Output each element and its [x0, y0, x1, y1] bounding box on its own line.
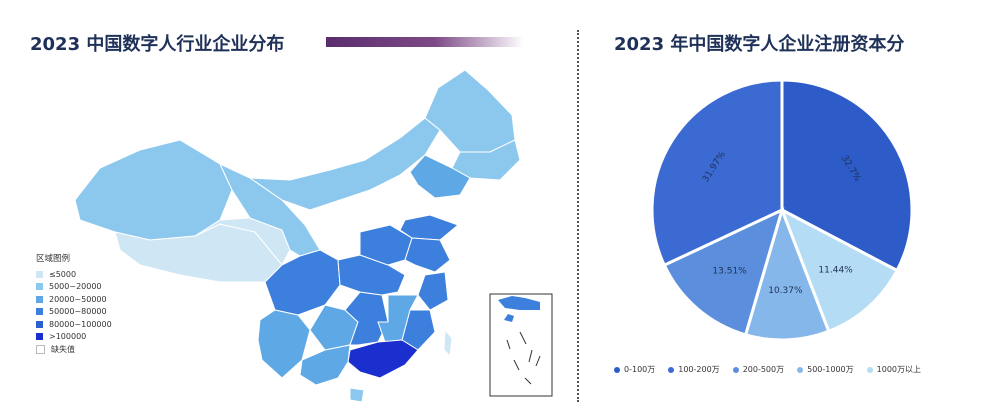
- china-map-svg: [74, 69, 553, 403]
- legend-item: 5000~20000: [36, 281, 112, 294]
- legend-item: 缺失值: [36, 343, 112, 356]
- panel-divider: [577, 30, 579, 402]
- legend-title: 区域图例: [36, 254, 71, 264]
- pie-slice: [662, 207, 785, 337]
- legend-item: 50000~80000: [36, 306, 112, 319]
- pie-slice: [650, 78, 784, 268]
- legend-swatch: [36, 344, 45, 354]
- map-region: [248, 117, 441, 211]
- inset-frame: [489, 293, 553, 397]
- pie-legend-dot: [732, 366, 739, 373]
- south-sea-inset: [489, 293, 553, 397]
- pie-title: 2023 年中国数字人企业注册资本分: [614, 34, 905, 55]
- pie-legend-item: 500-1000万: [797, 364, 854, 375]
- pie-legend-label: 1000万以上: [876, 365, 921, 374]
- legend-swatch: [36, 270, 43, 278]
- pie-legend-item: 0-100万: [614, 364, 655, 375]
- pie-legend-dot: [668, 366, 675, 373]
- map-region: [347, 339, 419, 379]
- pie-data-label: 11.44%: [818, 266, 853, 276]
- legend-label: 80000~100000: [49, 319, 112, 329]
- map-region: [417, 271, 449, 311]
- pie-legend-label: 200-500万: [742, 365, 785, 374]
- legend-label: 5000~20000: [49, 282, 102, 292]
- map-region: [443, 328, 453, 358]
- pie-slice: [743, 205, 831, 342]
- pie-legend-dot: [614, 366, 620, 373]
- map-region: [74, 139, 233, 241]
- pie-legend-item: 200-500万: [732, 364, 785, 375]
- map-legend: 区域图例 ≤5000 5000~20000 20000~50000 50000~…: [36, 252, 112, 356]
- pie-data-label: 13.51%: [712, 267, 747, 277]
- legend-label: >100000: [49, 332, 87, 342]
- legend-label: 50000~80000: [49, 307, 107, 317]
- map-region: [424, 69, 516, 153]
- map-region: [409, 154, 471, 199]
- map-title: 2023 中国数字人行业企业分布: [30, 34, 285, 55]
- pie-legend-label: 0-100万: [624, 365, 656, 374]
- legend-item: 80000~100000: [36, 318, 112, 331]
- legend-item: 20000~50000: [36, 293, 112, 306]
- pie-svg: 32.7%11.44%10.37%13.51%31.97%: [650, 78, 914, 342]
- map-region: [299, 344, 351, 386]
- china-map: [20, 60, 560, 405]
- legend-swatch: [36, 320, 43, 328]
- legend-swatch: [36, 295, 43, 303]
- pie-legend-item: 100-200万: [668, 364, 720, 375]
- pie-legend-item: 1000万以上: [866, 364, 921, 375]
- legend-swatch: [36, 283, 43, 291]
- map-regions: [74, 69, 521, 403]
- map-region: [349, 387, 365, 403]
- legend-label: 缺失值: [51, 344, 75, 354]
- pie-legend-label: 500-1000万: [807, 365, 854, 374]
- pie-legend-dot: [797, 366, 804, 373]
- legend-item: ≤5000: [36, 268, 112, 281]
- title-accent-bar: [326, 37, 524, 47]
- legend-label: ≤5000: [49, 269, 77, 279]
- pie-slice: [780, 78, 914, 273]
- legend-swatch: [36, 308, 43, 316]
- pie-slice: [779, 206, 900, 334]
- legend-item: >100000: [36, 331, 112, 344]
- pie-legend-label: 100-200万: [678, 365, 720, 374]
- legend-label: 20000~50000: [49, 294, 107, 304]
- pie-data-label: 10.37%: [768, 286, 803, 296]
- map-region: [404, 237, 451, 273]
- pie-legend-dot: [866, 366, 873, 373]
- map-region: [399, 214, 459, 241]
- inset-island: [504, 314, 514, 322]
- inset-coast: [498, 296, 540, 310]
- inset-boundary-lines: [506, 331, 541, 385]
- legend-swatch: [36, 333, 43, 341]
- pie-chart: 32.7% 11.44% 10.37% 13.51% 31.97%: [600, 60, 990, 380]
- pie-legend: 0-100万 100-200万 200-500万 500-1000万 1000万…: [614, 364, 934, 375]
